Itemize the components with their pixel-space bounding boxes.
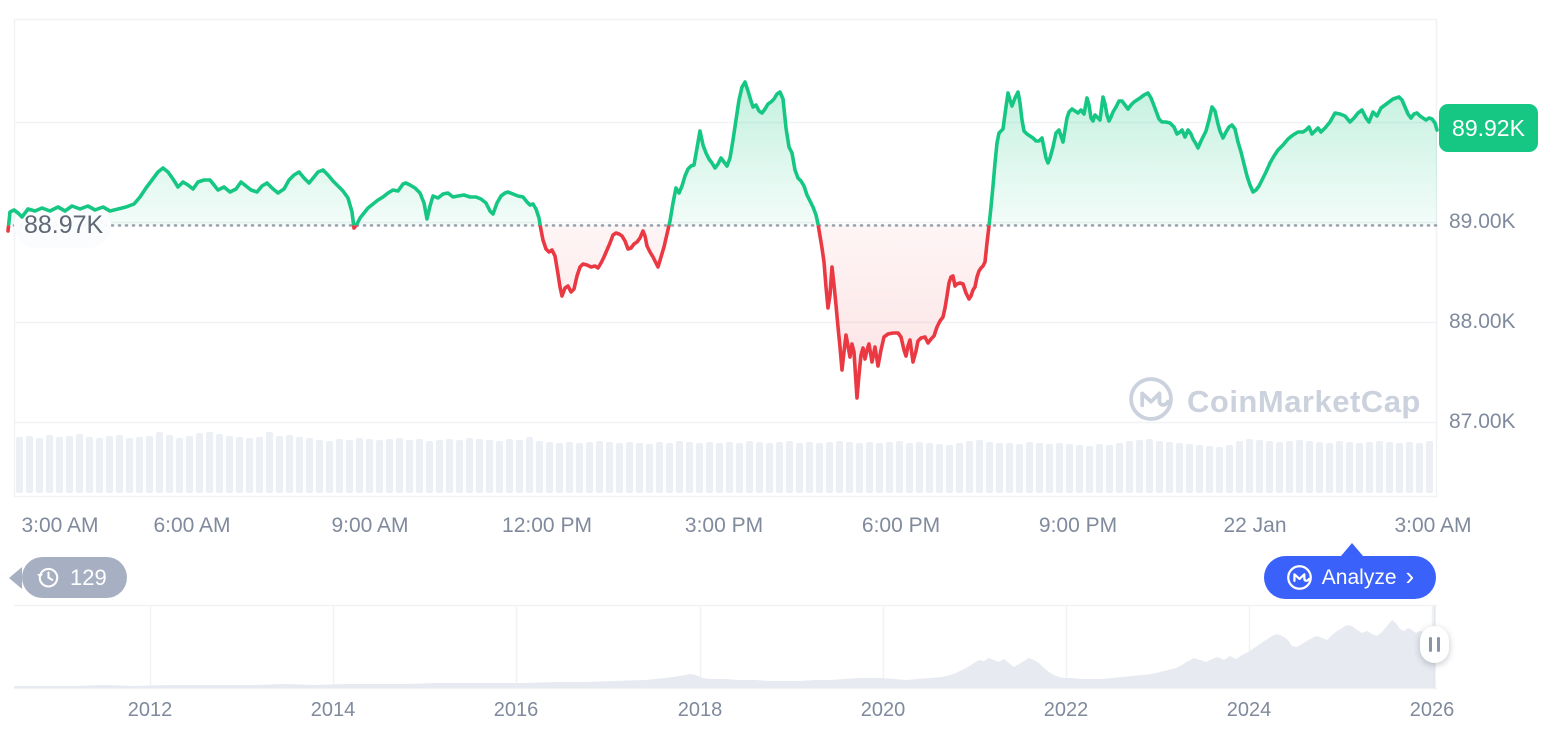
time-tick-label: 22 Jan <box>1223 514 1287 537</box>
handle-grip-icon <box>1429 637 1432 652</box>
year-tick-label: 2014 <box>310 699 356 721</box>
analyze-button[interactable]: Analyze › <box>1264 556 1436 599</box>
year-tick-label: 2012 <box>127 699 173 721</box>
year-tick-label: 2020 <box>860 699 906 721</box>
analyze-pointer <box>1341 543 1363 556</box>
year-tick-label: 2024 <box>1226 699 1272 721</box>
watermark-text: CoinMarketCap <box>1187 383 1421 419</box>
history-badge-arrow <box>9 567 22 589</box>
history-badge[interactable]: 129 <box>22 557 127 598</box>
time-tick-label: 12:00 PM <box>502 514 592 537</box>
time-tick-label: 6:00 AM <box>153 514 231 537</box>
price-tick-label: 87.00K <box>1449 410 1516 433</box>
time-tick-label: 6:00 PM <box>861 514 941 537</box>
price-chart[interactable] <box>0 0 1566 500</box>
baseline-price-label: 88.97K <box>24 211 104 239</box>
coinmarketcap-logo-icon <box>1128 376 1174 427</box>
analyze-label: Analyze <box>1321 565 1397 589</box>
year-tick-label: 2016 <box>493 699 539 721</box>
year-tick-label: 2018 <box>677 699 723 721</box>
watermark: CoinMarketCap <box>1128 376 1421 427</box>
price-tick-label: 89.00K <box>1449 210 1516 233</box>
time-tick-label: 3:00 PM <box>684 514 764 537</box>
coinmarketcap-logo-icon <box>1286 564 1313 591</box>
range-navigator[interactable] <box>0 602 1566 694</box>
year-tick-label: 2022 <box>1043 699 1089 721</box>
navigator-resize-handle[interactable] <box>1420 626 1449 663</box>
history-count: 129 <box>70 564 107 590</box>
handle-grip-icon <box>1437 637 1440 652</box>
time-tick-label: 9:00 PM <box>1038 514 1118 537</box>
history-clock-icon <box>36 565 61 590</box>
time-tick-label: 9:00 AM <box>331 514 409 537</box>
price-tick-label: 88.00K <box>1449 310 1516 333</box>
current-price-badge: 89.92K <box>1439 104 1538 152</box>
year-tick-label: 2026 <box>1409 699 1455 721</box>
chevron-right-icon: › <box>1405 561 1415 591</box>
time-tick-label: 3:00 AM <box>1394 514 1472 537</box>
time-tick-label: 3:00 AM <box>21 514 99 537</box>
